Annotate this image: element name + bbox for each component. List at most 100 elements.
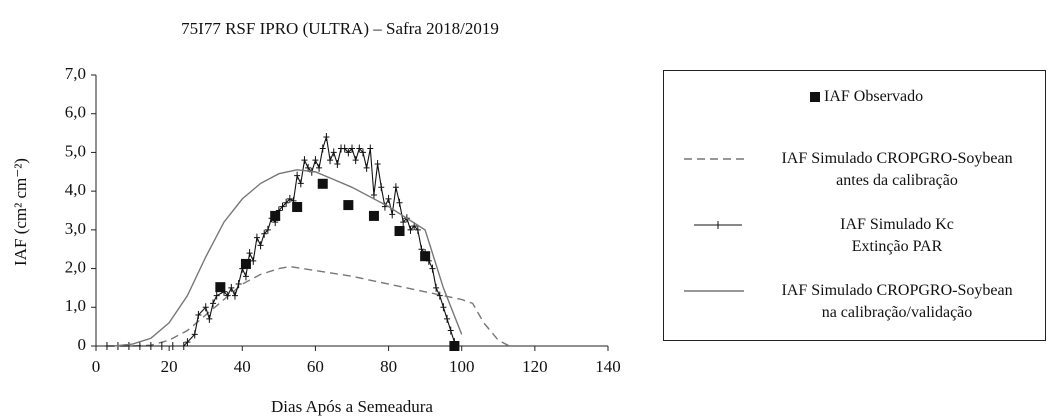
series	[215, 178, 460, 351]
marker	[422, 249, 429, 258]
chart-title: 75I77 RSF IPRO (ULTRA) – Safra 2018/2019	[181, 19, 499, 38]
marker	[418, 245, 425, 254]
legend-symbol	[694, 221, 742, 229]
marker	[385, 194, 392, 203]
x-tick-label: 40	[234, 357, 251, 376]
marker	[370, 191, 377, 200]
marker	[268, 214, 275, 223]
marker	[316, 163, 323, 172]
marker	[286, 194, 293, 203]
marker	[253, 233, 260, 242]
marker	[125, 342, 132, 350]
marker	[301, 156, 308, 165]
legend-label: IAF Simulado CROPGRO-Soybean antes da ca…	[781, 150, 1013, 189]
series-line	[114, 169, 463, 347]
legend-label: IAF Observado	[824, 88, 924, 105]
marker	[215, 282, 226, 293]
marker	[414, 225, 421, 234]
marker	[345, 148, 352, 157]
marker	[334, 160, 341, 169]
marker	[429, 264, 436, 273]
series-line	[107, 265, 510, 347]
marker	[231, 291, 238, 300]
marker	[246, 249, 253, 258]
series-line	[107, 136, 455, 347]
marker	[270, 210, 281, 221]
marker	[103, 342, 110, 350]
x-tick-label: 100	[449, 357, 475, 376]
marker	[349, 144, 355, 153]
marker	[327, 156, 334, 165]
marker	[444, 314, 451, 323]
marker	[224, 291, 231, 300]
y-tick-label: 6,0	[65, 103, 86, 122]
legend-symbol	[810, 92, 820, 102]
legend: IAF Observado IAF Simulado CROPGRO-Soybea…	[663, 70, 1046, 341]
marker	[294, 171, 301, 180]
marker	[312, 156, 319, 165]
marker	[158, 342, 165, 350]
marker	[317, 178, 328, 189]
marker	[297, 179, 304, 188]
legend-symbol	[684, 158, 744, 160]
marker	[330, 148, 337, 157]
marker	[352, 156, 359, 165]
marker	[292, 202, 303, 213]
legend-entry: IAF Simulado CROPGRO-Soybean na calibraç…	[664, 271, 1047, 331]
marker	[213, 291, 220, 300]
marker	[272, 218, 279, 227]
marker	[242, 272, 249, 281]
y-tick-label: 7,0	[65, 64, 86, 83]
x-tick-label: 140	[595, 357, 621, 376]
marker	[195, 311, 202, 320]
marker	[136, 342, 143, 350]
x-axis-label: Dias Após a Semeadura	[271, 397, 433, 416]
marker	[341, 144, 348, 153]
marker	[147, 342, 154, 350]
marker	[180, 342, 187, 350]
marker	[319, 144, 326, 153]
x-tick-label: 80	[380, 357, 397, 376]
marker	[389, 210, 396, 219]
marker	[210, 299, 217, 308]
marker	[264, 225, 271, 234]
series	[103, 132, 458, 350]
marker	[810, 92, 820, 102]
y-tick-label: 3,0	[65, 219, 86, 238]
marker	[169, 342, 176, 350]
marker	[359, 148, 366, 157]
marker	[715, 221, 721, 229]
marker	[343, 200, 354, 211]
marker	[368, 210, 379, 221]
legend-entry: IAF Observado	[664, 79, 1047, 139]
x-tick-label: 20	[161, 357, 178, 376]
y-tick-label: 1,0	[65, 296, 86, 315]
marker	[250, 256, 257, 265]
marker	[275, 206, 282, 215]
marker	[392, 183, 399, 192]
marker	[400, 218, 407, 227]
x-tick-label: 60	[307, 357, 324, 376]
marker	[261, 229, 268, 238]
y-tick-label: 5,0	[65, 141, 86, 160]
x-tick-label: 0	[92, 357, 101, 376]
marker	[323, 132, 330, 141]
marker	[396, 198, 403, 207]
marker	[257, 241, 264, 250]
marker	[440, 303, 447, 312]
y-tick-label: 0	[78, 335, 87, 354]
marker	[239, 264, 246, 273]
marker	[279, 202, 286, 211]
legend-label: IAF Simulado Kc Extinção PAR	[840, 216, 954, 255]
y-tick-label: 2,0	[65, 257, 86, 276]
marker	[184, 338, 191, 347]
marker	[191, 330, 198, 339]
series	[107, 265, 510, 347]
marker	[363, 163, 370, 172]
y-tick-label: 4,0	[65, 180, 86, 199]
marker	[378, 183, 385, 192]
marker	[425, 256, 432, 265]
marker	[451, 338, 458, 347]
